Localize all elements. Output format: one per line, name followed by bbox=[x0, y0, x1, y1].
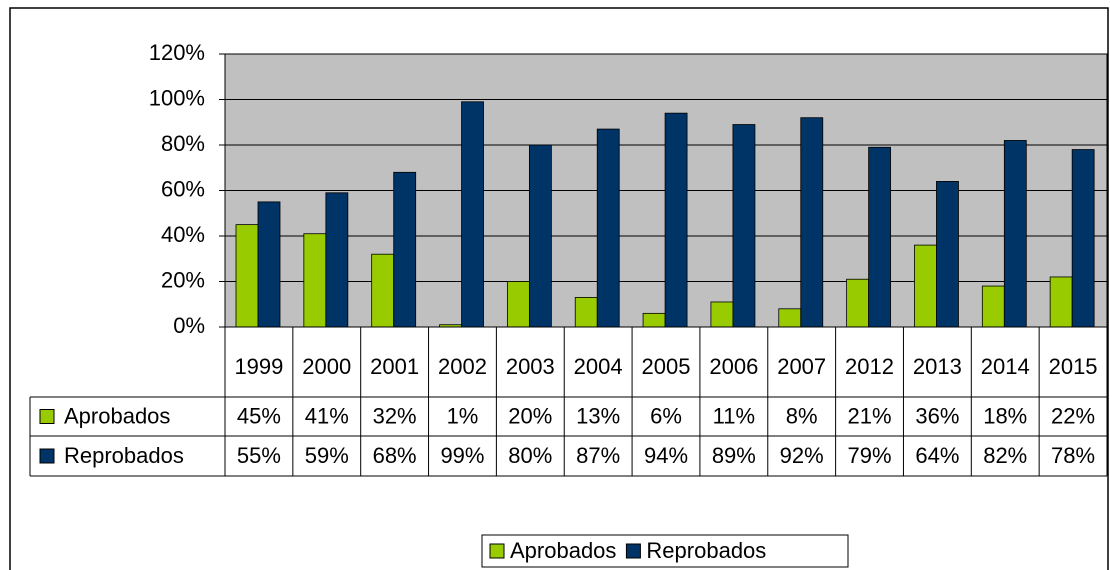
table-series-name: Aprobados bbox=[64, 403, 170, 428]
bar bbox=[325, 192, 349, 328]
table-value: 92% bbox=[780, 443, 824, 468]
table-value: 13% bbox=[576, 403, 620, 428]
table-value: 1% bbox=[447, 403, 479, 428]
bar bbox=[371, 253, 395, 328]
bar bbox=[732, 124, 756, 328]
bar bbox=[1071, 149, 1095, 328]
x-tick-label: 2006 bbox=[709, 354, 758, 379]
table-value: 8% bbox=[786, 403, 818, 428]
bar bbox=[596, 128, 620, 328]
bar bbox=[393, 171, 417, 328]
x-tick-label: 2005 bbox=[642, 354, 691, 379]
bar bbox=[710, 301, 734, 328]
y-tick-label: 60% bbox=[161, 176, 205, 201]
x-tick-label: 2007 bbox=[777, 354, 826, 379]
table-value: 80% bbox=[508, 443, 552, 468]
table-value: 32% bbox=[373, 403, 417, 428]
table-value: 82% bbox=[983, 443, 1027, 468]
table-value: 6% bbox=[650, 403, 682, 428]
bar bbox=[506, 281, 530, 328]
table-value: 20% bbox=[508, 403, 552, 428]
table-value: 99% bbox=[440, 443, 484, 468]
y-tick-label: 120% bbox=[149, 40, 205, 65]
table-value: 89% bbox=[712, 443, 756, 468]
y-tick-label: 20% bbox=[161, 267, 205, 292]
legend-label: Reprobados bbox=[646, 538, 766, 563]
table-legend-key bbox=[39, 409, 55, 424]
table-value: 79% bbox=[848, 443, 892, 468]
bar bbox=[800, 117, 824, 328]
table-value: 22% bbox=[1051, 403, 1095, 428]
x-tick-label: 2001 bbox=[370, 354, 419, 379]
table-value: 45% bbox=[237, 403, 281, 428]
bar bbox=[914, 244, 937, 328]
bar bbox=[846, 278, 870, 328]
legend-label: Aprobados bbox=[510, 538, 616, 563]
x-tick-label: 2002 bbox=[438, 354, 487, 379]
table-value: 94% bbox=[644, 443, 688, 468]
x-tick-label: 2014 bbox=[981, 354, 1030, 379]
bar bbox=[257, 201, 281, 328]
x-tick-label: 2004 bbox=[574, 354, 623, 379]
bar bbox=[528, 144, 552, 328]
bar bbox=[936, 180, 959, 328]
legend-key bbox=[625, 543, 641, 559]
bar bbox=[235, 224, 259, 328]
y-tick-label: 40% bbox=[161, 222, 205, 247]
y-tick-label: 80% bbox=[161, 131, 205, 156]
table-value: 78% bbox=[1051, 443, 1095, 468]
table-value: 18% bbox=[983, 403, 1027, 428]
bar bbox=[664, 112, 688, 328]
x-tick-label: 2000 bbox=[302, 354, 351, 379]
legend-box bbox=[481, 534, 849, 568]
x-tick-label: 2003 bbox=[506, 354, 555, 379]
bar bbox=[1003, 140, 1027, 328]
bar bbox=[642, 312, 666, 328]
table-value: 87% bbox=[576, 443, 620, 468]
table-value: 59% bbox=[305, 443, 349, 468]
bar bbox=[1049, 276, 1073, 328]
bar bbox=[303, 233, 327, 328]
table-value: 55% bbox=[237, 443, 281, 468]
y-tick-label: 100% bbox=[149, 85, 205, 110]
table-series-name: Reprobados bbox=[64, 443, 184, 468]
bar bbox=[461, 101, 484, 328]
y-tick-label: 0% bbox=[173, 313, 205, 338]
bar bbox=[868, 146, 892, 328]
table-value: 21% bbox=[848, 403, 892, 428]
table-value: 36% bbox=[915, 403, 959, 428]
table-value: 64% bbox=[915, 443, 959, 468]
bar bbox=[981, 285, 1005, 328]
bar bbox=[778, 308, 802, 328]
legend-key bbox=[489, 543, 505, 559]
x-tick-label: 2015 bbox=[1049, 354, 1098, 379]
table-value: 68% bbox=[373, 443, 417, 468]
bar bbox=[574, 297, 598, 328]
table-legend-key bbox=[39, 448, 55, 464]
table-value: 11% bbox=[713, 403, 755, 428]
table-value: 41% bbox=[305, 403, 349, 428]
x-tick-label: 2012 bbox=[845, 354, 894, 379]
x-tick-label: 2013 bbox=[913, 354, 962, 379]
x-tick-label: 1999 bbox=[234, 354, 283, 379]
chart-frame bbox=[9, 7, 1109, 570]
